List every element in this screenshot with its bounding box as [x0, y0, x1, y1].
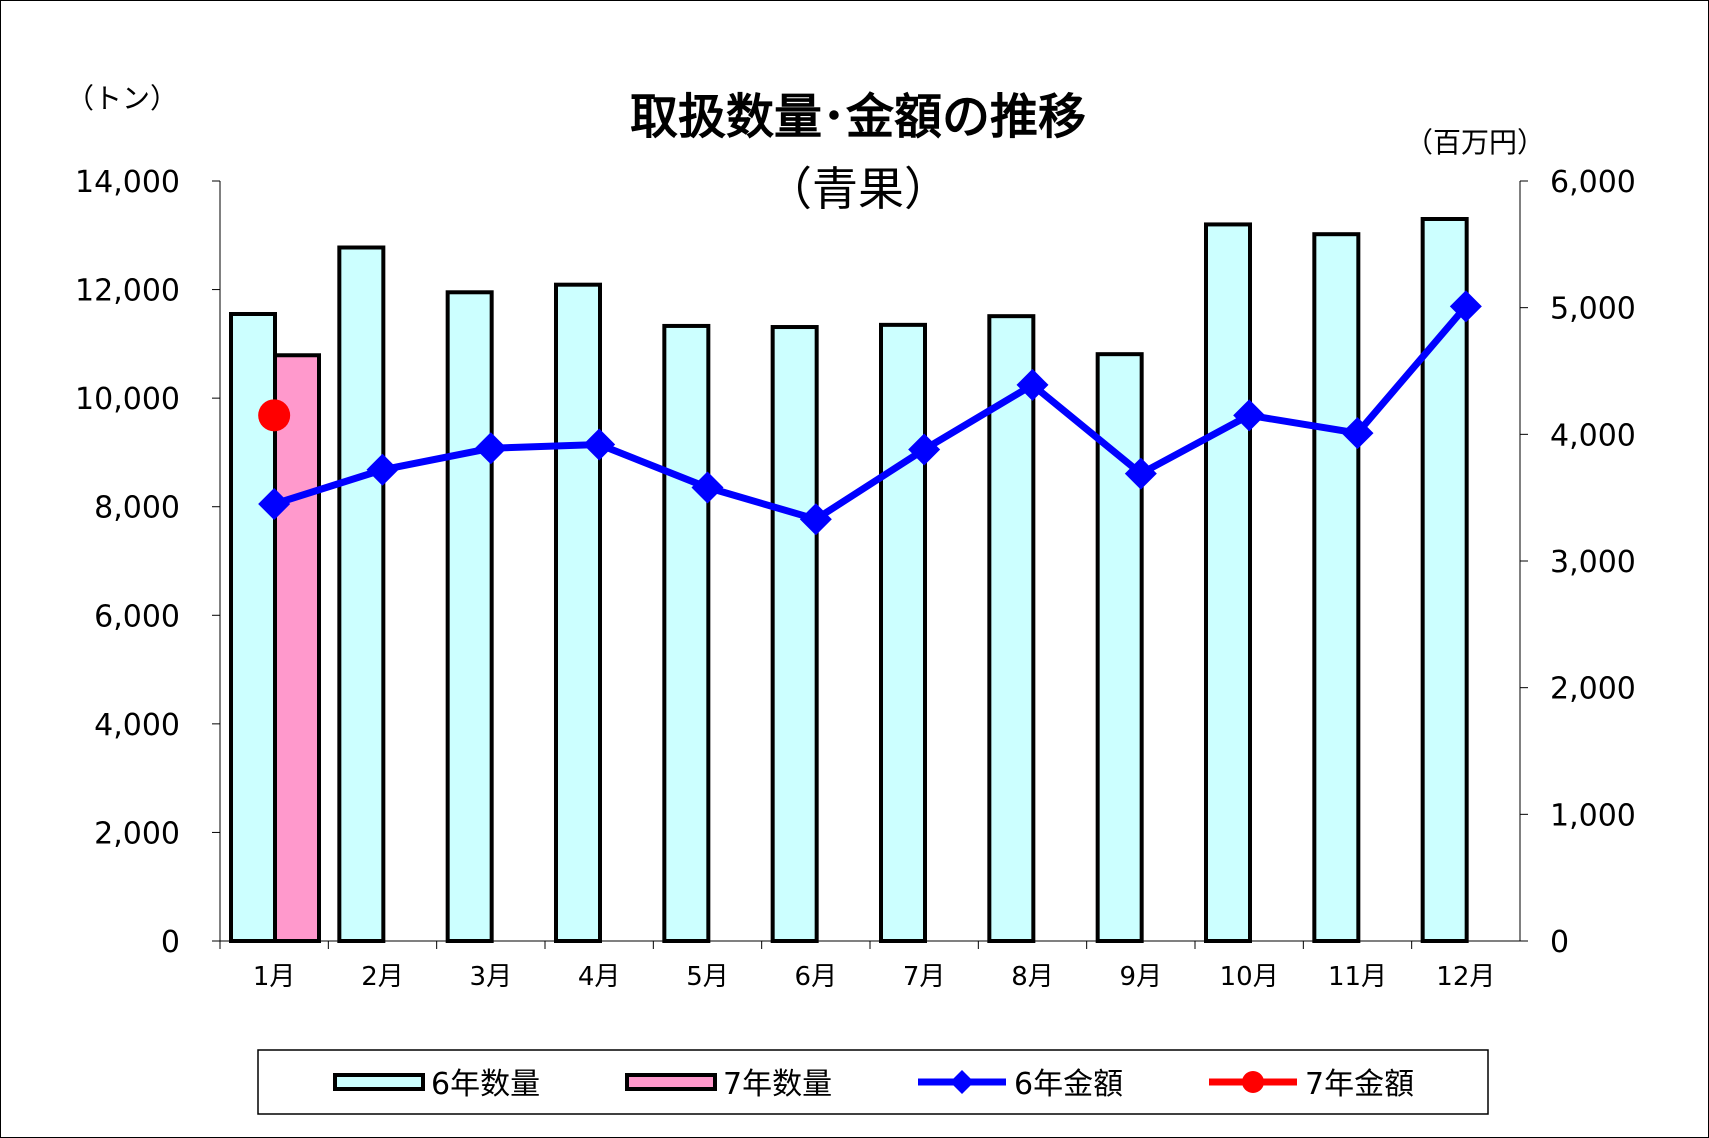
- left-tick-label: 12,000: [75, 274, 180, 309]
- point-6年金額: [583, 428, 616, 461]
- x-tick-label: 5月: [686, 962, 729, 992]
- right-tick-label: 3,000: [1550, 545, 1636, 580]
- point-6年金額: [799, 503, 832, 536]
- point-6年金額: [1016, 368, 1049, 401]
- left-tick-label: 4,000: [94, 708, 180, 743]
- legend: 6年数量 7年数量 6年金額 7年金額: [257, 1049, 1489, 1115]
- bar-6年数量: [337, 245, 386, 943]
- x-tick-label: 10月: [1220, 962, 1279, 992]
- right-tick-label: 4,000: [1550, 418, 1636, 453]
- left-tick-label: 2,000: [94, 816, 180, 851]
- x-tick-label: 12月: [1436, 962, 1495, 992]
- point-6年金額: [1341, 417, 1374, 450]
- x-tick-label: 7月: [903, 962, 946, 992]
- bar-6年数量: [554, 282, 602, 943]
- left-tick-label: 6,000: [94, 599, 180, 634]
- x-tick-label: 9月: [1120, 962, 1163, 992]
- left-tick-label: 10,000: [75, 382, 180, 417]
- legend-label: 7年金額: [1305, 1067, 1414, 1102]
- right-tick-label: 2,000: [1550, 672, 1636, 707]
- legend-marker: [1242, 1071, 1264, 1093]
- legend-marker: [950, 1070, 974, 1094]
- left-tick-label: 0: [161, 925, 180, 960]
- bar-6年数量: [445, 290, 494, 943]
- point-6年金額: [691, 471, 724, 504]
- right-tick-label: 1,000: [1550, 798, 1636, 833]
- point-6年金額: [474, 432, 507, 465]
- x-tick-label: 4月: [578, 962, 621, 992]
- x-tick-label: 3月: [470, 962, 513, 992]
- chart-title: 取扱数量･金額の推移: [630, 89, 1086, 145]
- bar-6年数量: [879, 322, 927, 944]
- left-tick-label: 14,000: [75, 165, 180, 200]
- right-axis-unit: （百万円）: [1405, 126, 1545, 159]
- point-7年金額: [258, 399, 291, 432]
- bar-6年数量: [987, 314, 1036, 943]
- bar-6年数量: [1204, 222, 1252, 943]
- point-6年金額: [1233, 399, 1266, 432]
- legend-label: 7年数量: [723, 1067, 832, 1102]
- x-tick-label: 2月: [361, 962, 404, 992]
- bar-6年数量: [662, 323, 711, 943]
- left-tick-label: 8,000: [94, 491, 180, 526]
- right-tick-label: 5,000: [1550, 292, 1636, 327]
- x-tick-label: 8月: [1011, 962, 1054, 992]
- bar-6年数量: [1420, 217, 1469, 943]
- line-6年金額: [273, 304, 1469, 524]
- right-tick-label: 0: [1550, 925, 1569, 960]
- right-tick-label: 6,000: [1550, 165, 1636, 200]
- bar-7年数量: [273, 353, 321, 943]
- bar-6年数量: [770, 325, 819, 943]
- x-tick-label: 11月: [1328, 962, 1387, 992]
- point-6年金額: [1124, 457, 1157, 490]
- point-6年金額: [1449, 290, 1482, 323]
- point-6年金額: [258, 488, 291, 520]
- left-axis-unit: （トン）: [66, 82, 178, 115]
- legend-label: 6年数量: [431, 1067, 540, 1102]
- x-tick-label: 1月: [253, 962, 296, 992]
- point-6年金額: [366, 453, 399, 486]
- legend-swatch-6年数量: [333, 1073, 425, 1091]
- chart-subtitle: （青果）: [766, 162, 950, 216]
- point-6年金額: [908, 433, 941, 466]
- x-tick-label: 6月: [795, 962, 838, 992]
- bar-6年数量: [1312, 232, 1361, 943]
- legend-label: 6年金額: [1014, 1067, 1123, 1102]
- legend-swatch-7年数量: [625, 1073, 717, 1091]
